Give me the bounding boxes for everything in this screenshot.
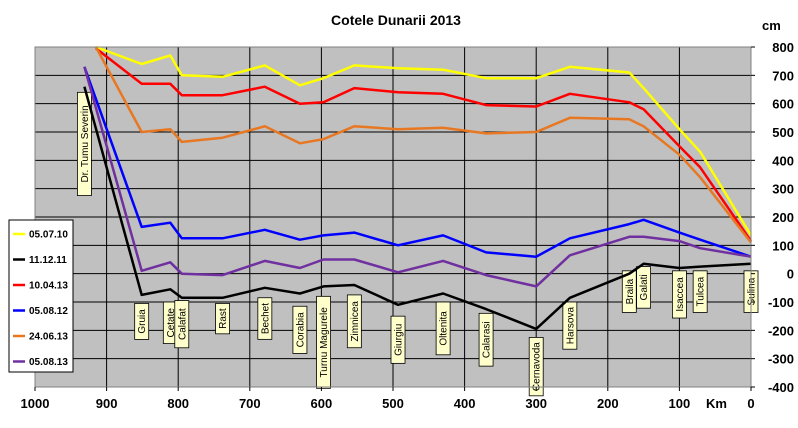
- y-tick-label: -100: [768, 295, 794, 310]
- station-label: Rast: [215, 303, 230, 335]
- legend-label: 24.06.13: [29, 332, 68, 343]
- station-label-box: [174, 300, 190, 349]
- station-label-box: [435, 301, 451, 356]
- legend-label: 05.08.13: [29, 357, 68, 368]
- x-tick-label: 600: [311, 396, 333, 411]
- y-tick-label: 100: [772, 238, 794, 253]
- station-label-text: Galati: [639, 274, 650, 300]
- station-label-text: Zimnicea: [350, 301, 361, 342]
- station-label: Harsova: [562, 301, 578, 350]
- y-tick-label: 800: [772, 40, 794, 55]
- station-label-text: Giurgiu: [394, 324, 405, 356]
- station-label: Braila: [621, 270, 637, 313]
- station-label: Dr. Tumu Severin: [77, 91, 92, 196]
- station-label-text: Rast: [218, 308, 229, 329]
- y-tick-label: 200: [772, 210, 794, 225]
- station-label-box: [316, 295, 331, 389]
- station-label-text: Cernavoda: [532, 342, 543, 391]
- x-tick-label: 0: [747, 396, 754, 411]
- station-label-box: [346, 294, 362, 349]
- station-label-box: [292, 305, 308, 354]
- legend: 05.07.10 11.12.11 10.04.13 05.08.12 24.06.13…: [8, 219, 74, 373]
- station-label-box: [215, 303, 230, 335]
- y-tick-label: 0: [787, 267, 794, 282]
- station-label: Galati: [636, 266, 651, 309]
- y-tick-label: 500: [772, 125, 794, 140]
- station-label: Calarasi: [478, 312, 494, 367]
- station-label-text: Dr. Tumu Severin: [80, 105, 91, 182]
- legend-label: 05.08.12: [29, 306, 68, 317]
- station-label: Zimnicea: [346, 294, 362, 349]
- station-label-text: Corabia: [295, 312, 306, 347]
- x-tick-label: 500: [382, 396, 404, 411]
- station-label: Oltenita: [435, 301, 451, 356]
- station-label-text: Calafat: [177, 308, 188, 340]
- station-label-box: [77, 91, 92, 196]
- station-label-box: [528, 337, 544, 397]
- station-label: Tulcea: [692, 270, 708, 313]
- station-label: Isaccea: [672, 270, 687, 319]
- series-line-11.12.11: [83, 86, 752, 331]
- station-label-text: Tulcea: [696, 276, 707, 306]
- series-line-10.04.13: [95, 47, 753, 242]
- station-label-text: Cetate: [166, 308, 177, 338]
- station-label-box: [636, 266, 651, 309]
- station-label-text: Isaccea: [675, 277, 686, 312]
- series-line-05.07.10: [95, 45, 753, 237]
- station-labels: Dr. Tumu Severin Gruia Cetate Calafat Rast Be…: [77, 91, 759, 397]
- y-tick-label: -300: [768, 352, 794, 367]
- station-label-text: Braila: [625, 278, 636, 304]
- station-label-box: [390, 315, 406, 364]
- station-label-box: [672, 270, 687, 319]
- station-label: Bechet: [257, 297, 273, 340]
- station-label-text: Oltenita: [439, 311, 450, 346]
- station-label: Gruia: [134, 303, 150, 340]
- y-tick-label: -200: [768, 323, 794, 338]
- y-tick-label: 400: [772, 153, 794, 168]
- station-label-box: [134, 303, 150, 340]
- axes: 1000 900 800 700 600 500 400 300 200 100 080070060…: [21, 40, 794, 411]
- x-tick-label: 1000: [21, 396, 50, 411]
- legend-box: [8, 219, 74, 373]
- station-label-text: Sulina: [747, 277, 758, 305]
- station-label-box: [478, 312, 494, 367]
- station-label-box: [562, 301, 578, 350]
- station-label: Calafat: [174, 300, 190, 349]
- legend-label: 05.07.10: [29, 230, 68, 241]
- station-label-box: [692, 270, 708, 313]
- station-label-text: Harsova: [565, 307, 576, 345]
- station-label-text: Calarasi: [482, 321, 493, 358]
- station-label: Giurgiu: [390, 315, 406, 364]
- x-tick-label: 900: [96, 396, 118, 411]
- station-label-box: [257, 297, 273, 340]
- chart-title: Cotele Dunarii 2013: [331, 12, 461, 28]
- x-tick-label: 800: [167, 396, 189, 411]
- station-label: Corabia: [292, 305, 308, 354]
- legend-label: 11.12.11: [29, 255, 67, 266]
- station-label-text: Bechet: [260, 303, 271, 334]
- series-line-05.08.13: [83, 66, 752, 288]
- station-label: Turnu Magurele: [316, 295, 331, 389]
- y-tick-label: 300: [772, 182, 794, 197]
- x-tick-label: 200: [597, 396, 619, 411]
- station-label-text: Gruia: [137, 309, 148, 334]
- legend-label: 10.04.13: [29, 281, 68, 292]
- x-axis-unit: Km: [706, 396, 727, 411]
- y-tick-label: 700: [772, 68, 794, 83]
- station-label-text: Turnu Magurele: [319, 307, 330, 378]
- x-tick-label: 700: [239, 396, 261, 411]
- x-tick-label: 300: [525, 396, 547, 411]
- series-lines: [83, 45, 753, 331]
- station-label: Cernavoda: [528, 337, 544, 397]
- x-tick-label: 100: [669, 396, 691, 411]
- series-line-05.08.12: [83, 66, 752, 258]
- y-tick-label: 600: [772, 97, 794, 112]
- x-tick-label: 400: [454, 396, 476, 411]
- y-axis-unit: cm: [762, 18, 781, 33]
- y-tick-label: -400: [768, 380, 794, 395]
- series-line-24.06.13: [94, 46, 752, 244]
